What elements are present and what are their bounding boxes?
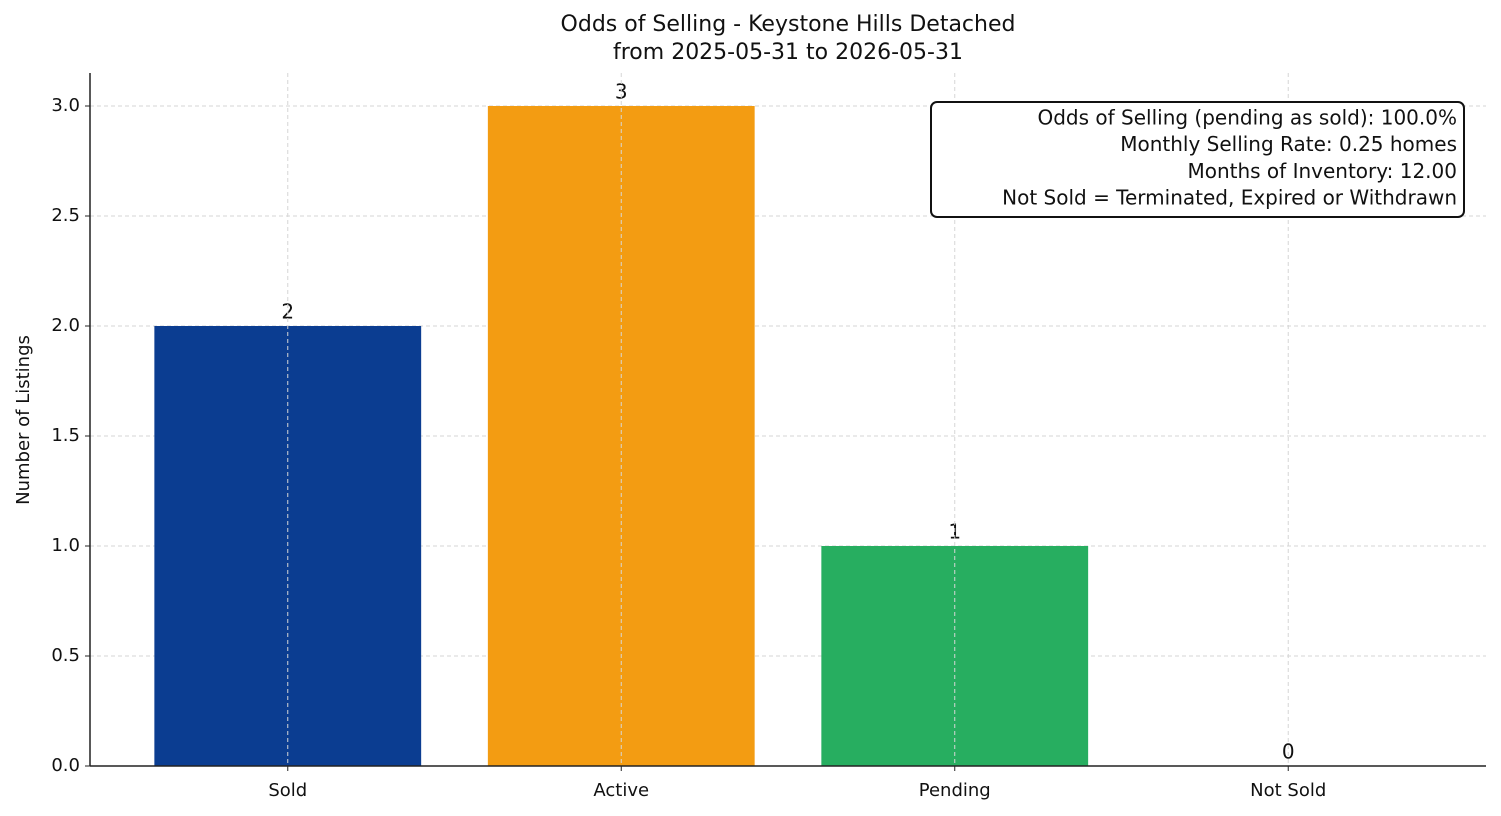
y-tick-label: 0.0 [51,755,80,776]
chart-title: Odds of Selling - Keystone Hills Detache… [561,12,1016,37]
bar [487,106,755,766]
y-tick-label: 3.0 [51,95,80,116]
x-tick-label: Active [593,780,649,801]
annotation-line: Monthly Selling Rate: 0.25 homes [1120,132,1457,156]
annotation-box [930,101,1465,218]
x-tick-label: Not Sold [1250,780,1326,801]
y-tick-label: 2.5 [51,205,80,226]
y-tick-label: 0.5 [51,645,80,666]
y-tick-label: 1.0 [51,535,80,556]
chart-subtitle: from 2025-05-31 to 2026-05-31 [613,40,963,65]
x-tick-label: Pending [919,780,991,801]
x-tick-label: Sold [268,780,307,801]
y-axis-label: Number of Listings [13,335,34,505]
y-tick-label: 2.0 [51,315,80,336]
annotation-line: Not Sold = Terminated, Expired or Withdr… [1002,186,1457,210]
annotation-line: Odds of Selling (pending as sold): 100.0… [1037,106,1457,130]
annotation-line: Months of Inventory: 12.00 [1187,159,1457,183]
data-label: 3 [615,80,628,104]
data-label: 0 [1282,740,1295,764]
y-tick-label: 1.5 [51,425,80,446]
